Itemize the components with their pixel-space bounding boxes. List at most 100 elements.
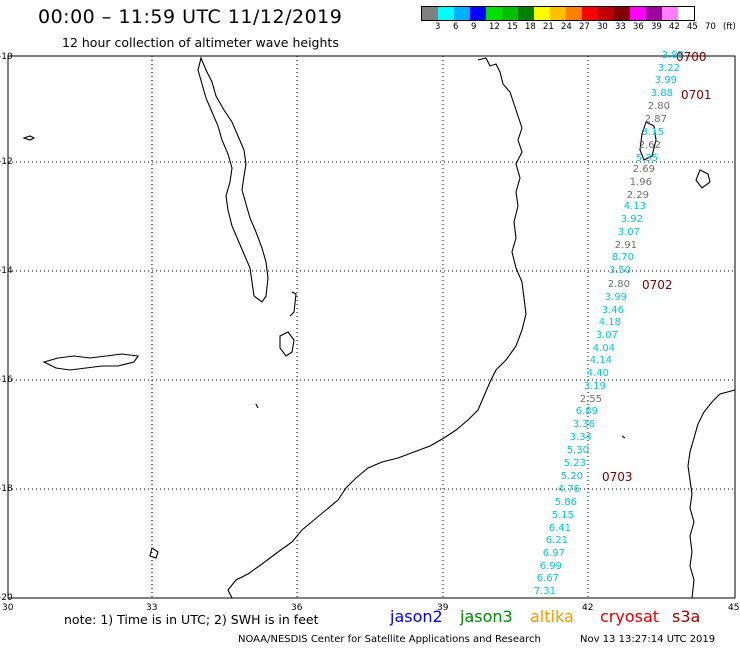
wave-height-value: 3.50	[608, 265, 631, 276]
legend-swatch	[502, 7, 518, 20]
legend-swatch	[486, 7, 502, 20]
wave-height-value: 7.31	[533, 586, 556, 597]
latitude-label: -10	[0, 52, 13, 62]
wave-height-value: 4.18	[598, 317, 621, 328]
coastlines	[22, 56, 736, 599]
legend-swatch	[582, 7, 598, 20]
legend-label: 42	[669, 22, 680, 32]
wave-height-value: 3.92	[620, 214, 643, 225]
legend-swatch	[470, 7, 486, 20]
wave-height-value: 3.36	[572, 419, 595, 430]
credit-line: NOAA/NESDIS Center for Satellite Applica…	[238, 634, 541, 645]
legend-swatch	[550, 7, 566, 20]
legend-label: 45	[687, 22, 698, 32]
wave-height-value: 3.88	[661, 50, 684, 61]
legend-swatch	[662, 7, 678, 20]
wave-height-value: 4.13	[623, 201, 646, 212]
wave-height-value: 3.22	[657, 63, 680, 74]
wave-height-value: 2.91	[614, 240, 637, 251]
footer-note: note: 1) Time is in UTC; 2) SWH is in fe…	[64, 612, 319, 627]
pass-label-0701: 0701	[681, 88, 712, 102]
legend-swatch	[566, 7, 582, 20]
wave-height-value: 8.70	[611, 252, 634, 263]
wave-height-value: 2.80	[607, 279, 630, 290]
map-subtitle: 12 hour collection of altimeter wave hei…	[62, 35, 339, 50]
wave-height-value: 5.30	[566, 445, 589, 456]
wave-height-value: 6.89	[575, 406, 598, 417]
legend-label: 3	[435, 22, 441, 32]
legend-label: 18	[525, 22, 536, 32]
wave-height-value: 5.86	[554, 497, 577, 508]
legend-swatch	[422, 7, 438, 20]
wave-height-value: 3.15	[641, 127, 664, 138]
wave-height-value: 5.35	[635, 153, 658, 164]
latitude-label: -16	[0, 375, 13, 385]
legend-label: 12	[489, 22, 500, 32]
legend-swatch	[646, 7, 662, 20]
wave-height-value: 6.41	[548, 523, 571, 534]
lake-kariba	[42, 353, 139, 371]
pass-label-0702: 0702	[642, 278, 673, 292]
wave-height-value: 2.62	[638, 140, 661, 151]
legend-label: 6	[453, 22, 459, 32]
longitude-label: 45	[728, 603, 740, 613]
latitude-label: -12	[0, 157, 13, 167]
wave-height-value: 4.14	[589, 355, 612, 366]
legend-label: 33	[615, 22, 626, 32]
wave-height-value: 6.99	[539, 561, 562, 572]
legend-swatch	[454, 7, 470, 20]
legend-swatch	[534, 7, 550, 20]
pass-label-0703: 0703	[602, 470, 633, 484]
wave-height-value: 4.04	[592, 343, 615, 354]
legend-label: (ft)	[723, 22, 736, 32]
mainland-coastline	[227, 57, 527, 599]
longitude-label: 42	[582, 603, 594, 613]
legend-swatch	[518, 7, 534, 20]
longitude-label: 30	[2, 603, 14, 613]
legend-swatch	[438, 7, 454, 20]
wave-height-value: 2.69	[632, 164, 655, 175]
satellite-name: altika	[530, 607, 574, 626]
latitude-label: -20	[0, 593, 13, 603]
wave-height-value: 3.07	[595, 330, 618, 341]
madagascar-coast	[687, 389, 736, 599]
pass-label-0700: 0700	[676, 50, 707, 64]
wave-height-value: 5.20	[560, 471, 583, 482]
lake-malawi	[197, 56, 269, 303]
wave-height-value: 1.96	[629, 177, 652, 188]
legend-label: 27	[579, 22, 590, 32]
legend-label: 70	[705, 22, 716, 32]
wave-height-value: 3.34	[569, 432, 592, 443]
wave-height-value: 2.80	[647, 101, 670, 112]
legend-label: 9	[471, 22, 477, 32]
legend-label: 24	[561, 22, 572, 32]
wave-height-value: 4.76	[557, 484, 580, 495]
latitude-label: -18	[0, 484, 13, 494]
longitude-label: 39	[437, 603, 449, 613]
mayotte-island	[695, 169, 711, 189]
legend-swatch	[598, 7, 614, 20]
legend-label: 15	[507, 22, 518, 32]
satellite-name: cryosat	[600, 607, 660, 626]
wave-height-value: 6.21	[545, 535, 568, 546]
color-scale-legend	[421, 6, 695, 21]
legend-swatch	[678, 7, 694, 20]
wave-height-value: 6.67	[536, 573, 559, 584]
wave-height-value: 5.15	[551, 510, 574, 521]
map-title: 00:00 – 11:59 UTC 11/12/2019	[38, 6, 343, 28]
wave-height-value: 3.07	[617, 227, 640, 238]
wave-height-value: 3.99	[654, 75, 677, 86]
comoros-island	[639, 121, 657, 161]
wave-height-value: 3.19	[583, 381, 606, 392]
satellite-name: jason2	[390, 607, 443, 626]
map-frame	[7, 55, 736, 599]
wave-height-value: 5.23	[563, 458, 586, 469]
wave-height-value: 2.55	[579, 394, 602, 405]
generation-timestamp: Nov 13 13:27:14 UTC 2019	[580, 634, 716, 645]
wave-height-value: 4.40	[586, 368, 609, 379]
wave-height-value: 2.29	[626, 190, 649, 201]
satellite-name: s3a	[672, 607, 701, 626]
legend-label: 21	[543, 22, 554, 32]
legend-label: 30	[597, 22, 608, 32]
